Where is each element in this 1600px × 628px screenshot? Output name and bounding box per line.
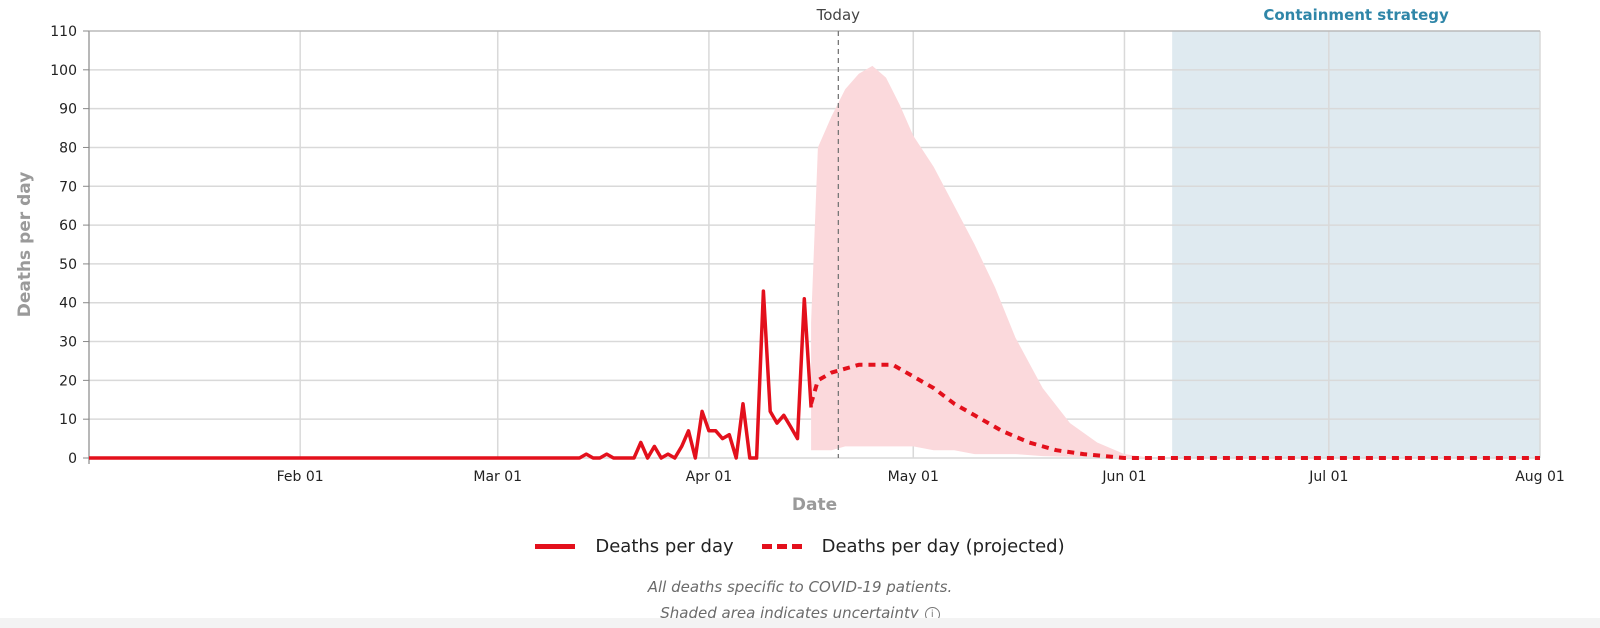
x-axis-title: Date bbox=[792, 495, 837, 515]
y-tick-label: 10 bbox=[59, 412, 77, 428]
y-tick-label: 0 bbox=[68, 451, 77, 467]
y-tick-label: 70 bbox=[59, 179, 77, 195]
projected-deaths-line bbox=[809, 362, 1540, 460]
x-tick-label: Jul 01 bbox=[1308, 469, 1348, 485]
legend-item-actual[interactable]: Deaths per day bbox=[535, 536, 734, 557]
legend-label-projected: Deaths per day (projected) bbox=[821, 536, 1065, 557]
deaths-chart: 0 10 20 30 40 50 60 70 80 90 100 110 Feb 01 Mar 01 Apr… bbox=[15, 6, 1565, 515]
x-tick-label: Jun 01 bbox=[1101, 469, 1146, 485]
legend-label-actual: Deaths per day bbox=[595, 536, 734, 557]
y-tick-label: 80 bbox=[59, 140, 77, 156]
containment-label: Containment strategy bbox=[1263, 6, 1449, 24]
today-label: Today bbox=[816, 6, 861, 24]
y-tick-label: 20 bbox=[59, 373, 77, 389]
actual-deaths-line bbox=[89, 289, 813, 460]
y-tick-label: 40 bbox=[59, 296, 77, 312]
containment-region bbox=[1172, 31, 1540, 458]
y-tick-label: 100 bbox=[50, 63, 77, 79]
x-tick-label: Feb 01 bbox=[277, 469, 324, 485]
y-tick-label: 30 bbox=[59, 335, 77, 351]
y-tick-label: 50 bbox=[59, 257, 77, 273]
uncertainty-band bbox=[811, 65, 1152, 459]
chart-legend: Deaths per day Deaths per day (projected… bbox=[0, 536, 1600, 557]
y-tick-label: 60 bbox=[59, 218, 77, 234]
legend-swatch-dashed bbox=[761, 544, 802, 549]
y-tick-label: 90 bbox=[59, 102, 77, 118]
x-tick-label: May 01 bbox=[888, 469, 939, 485]
x-tick-label: Mar 01 bbox=[473, 469, 522, 485]
legend-item-projected[interactable]: Deaths per day (projected) bbox=[761, 536, 1065, 557]
y-tick-label: 110 bbox=[50, 24, 77, 40]
footnote-deaths: All deaths specific to COVID-19 patients… bbox=[647, 578, 953, 596]
footnote-uncertainty-text: Shaded area indicates uncertainty bbox=[660, 604, 919, 622]
x-tick-label: Apr 01 bbox=[686, 469, 732, 485]
x-tick-label: Aug 01 bbox=[1515, 469, 1565, 485]
y-axis-title: Deaths per day bbox=[15, 172, 35, 318]
legend-swatch-solid bbox=[535, 544, 576, 549]
bottom-strip bbox=[0, 618, 1600, 628]
